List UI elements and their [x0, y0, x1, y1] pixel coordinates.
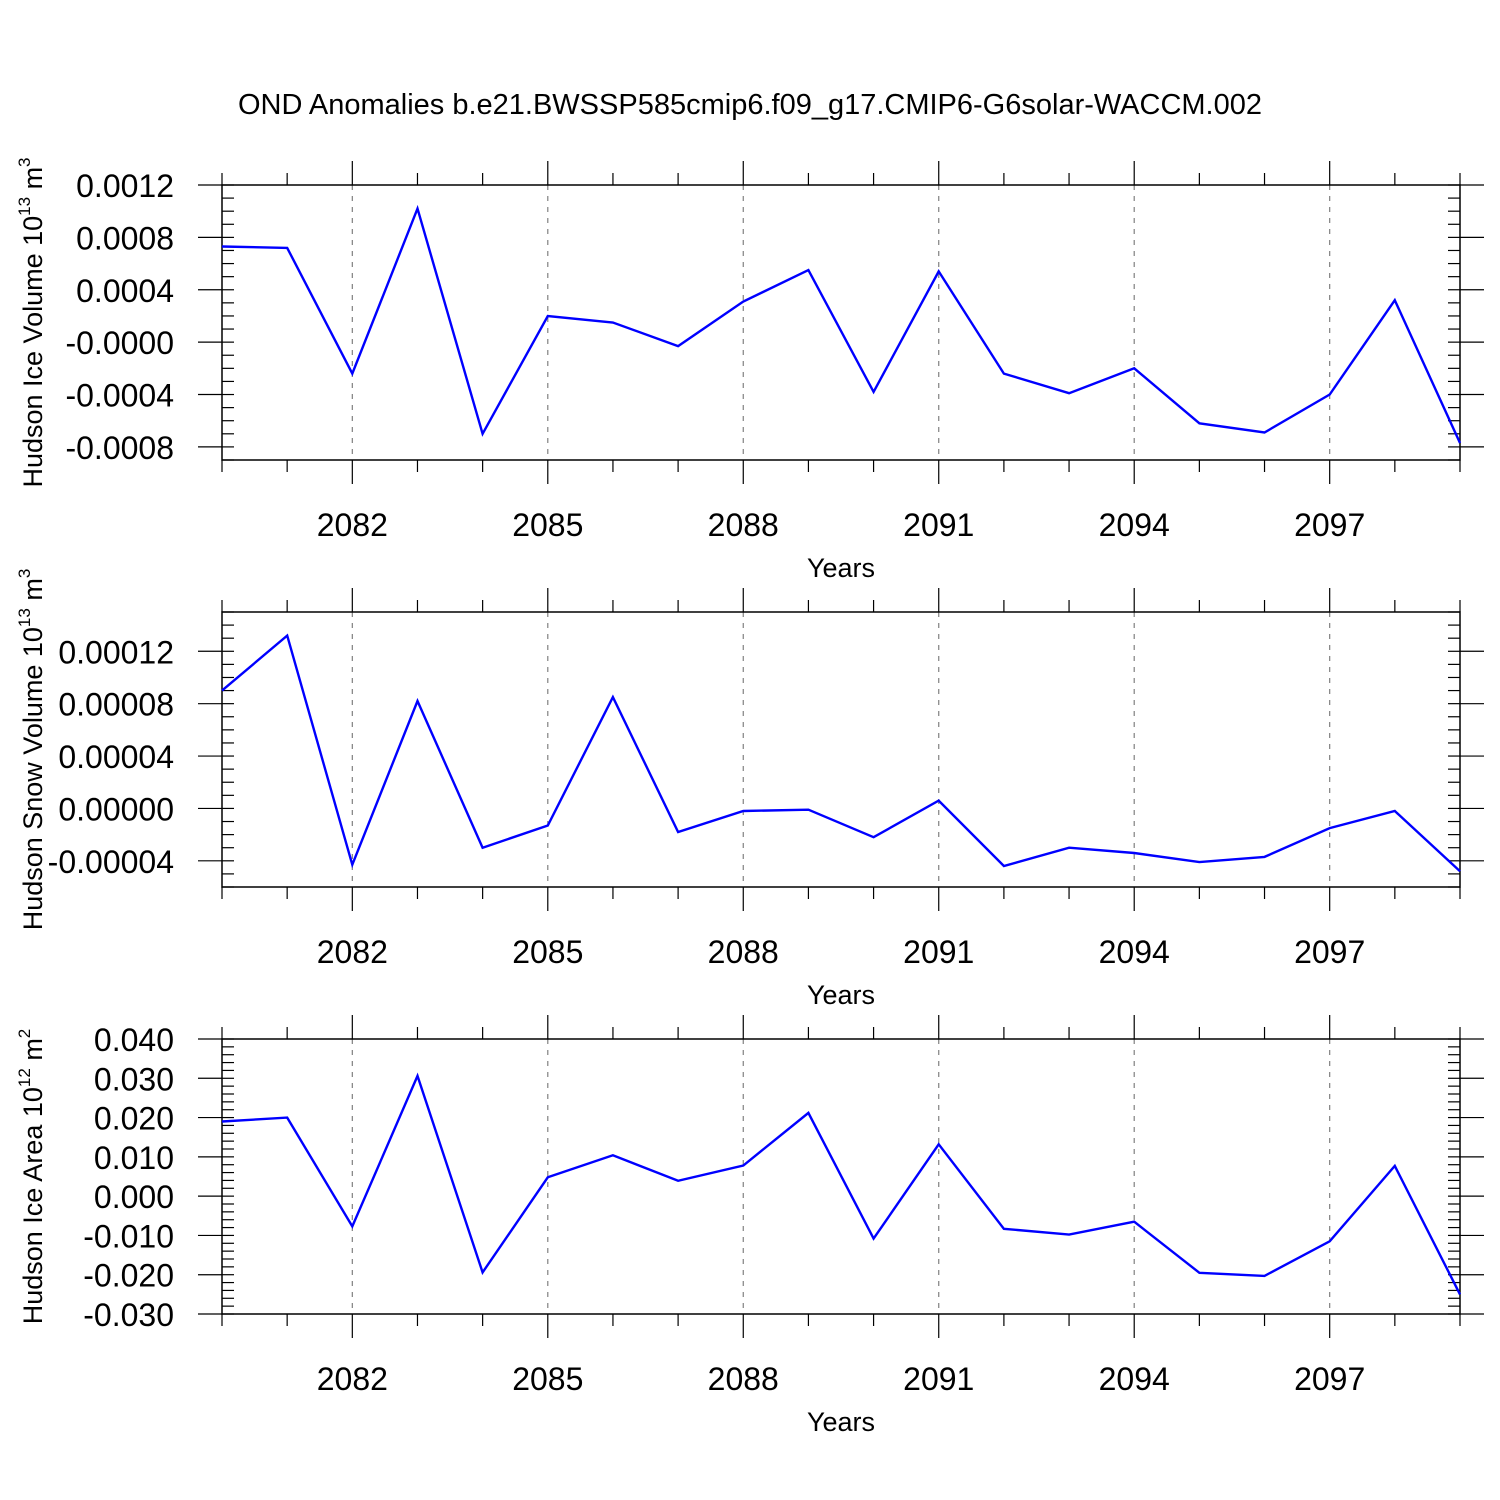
chart-panel-1: 0.0012 0.0008 0.0004 -0.0000 -0.0004 -0.0008 2…: [15, 157, 1484, 583]
y-tick-label: 0.010: [94, 1140, 174, 1176]
x-tick-label: 2094: [1099, 1361, 1170, 1397]
y-axis-label-superscript: 2: [15, 1029, 34, 1038]
y-axis-label: Hudson Ice Volume 1013 m3: [15, 157, 48, 487]
y-axis-label: Hudson Snow Volume 1013 m3: [15, 569, 48, 931]
y-tick-label: -0.0008: [65, 430, 174, 466]
plot-frame: [221, 184, 1461, 461]
y-axis-label-superscript: 12: [15, 1068, 34, 1087]
y-tick-label: 0.0012: [76, 168, 174, 204]
y-axis-label-text: m: [18, 1038, 48, 1068]
y-axis-label-text: Hudson Ice Area 10: [18, 1087, 48, 1324]
y-tick-label: 0.000: [94, 1179, 174, 1215]
y-axis-label-text: m: [18, 167, 48, 197]
x-tick-label: 2097: [1294, 507, 1365, 543]
y-tick-label: 0.030: [94, 1061, 174, 1097]
x-tick-label: 2091: [903, 507, 974, 543]
x-tick-label: 2085: [512, 934, 583, 970]
y-axis-label: Hudson Ice Area 1012 m2: [15, 1029, 48, 1325]
x-tick-label: 2091: [903, 1361, 974, 1397]
series-line: [221, 204, 1462, 444]
y-tick-label: 0.00000: [58, 791, 174, 827]
y-tick-label: 0.0008: [76, 220, 174, 256]
x-tick-label: 2091: [903, 934, 974, 970]
y-tick-label: -0.010: [83, 1218, 174, 1254]
x-tick-label: 2088: [708, 507, 779, 543]
plot-frame: [221, 611, 1461, 888]
x-tick-label: 2085: [512, 507, 583, 543]
y-axis-label-text: Hudson Snow Volume 10: [18, 627, 48, 930]
plot-frame: [221, 1038, 1461, 1315]
y-axis-label-text: Hudson Ice Volume 10: [18, 216, 48, 488]
y-axis-label-superscript: 13: [15, 608, 34, 627]
y-tick-label: -0.0004: [65, 378, 174, 414]
x-tick-label: 2094: [1099, 934, 1170, 970]
series-line: [221, 633, 1461, 873]
x-tick-label: 2082: [317, 507, 388, 543]
chart-panel-2: 0.00012 0.00008 0.00004 0.00000 -0.00004 2082…: [15, 569, 1484, 1010]
x-tick-label: 2094: [1099, 507, 1170, 543]
x-axis-label: Years: [807, 980, 875, 1010]
y-tick-label: -0.020: [83, 1258, 174, 1294]
x-tick-label: 2097: [1294, 934, 1365, 970]
x-tick-label: 2088: [708, 934, 779, 970]
y-tick-label: -0.0000: [65, 325, 174, 361]
series-line: [221, 1072, 1462, 1295]
y-tick-label: 0.0004: [76, 273, 174, 309]
x-axis-label: Years: [807, 553, 875, 583]
x-tick-label: 2082: [317, 934, 388, 970]
y-axis-label-superscript: 3: [15, 157, 34, 166]
chart-title: OND Anomalies b.e21.BWSSP585cmip6.f09_g1…: [238, 89, 1262, 121]
panels: 0.0012 0.0008 0.0004 -0.0000 -0.0004 -0.0008 2…: [15, 157, 1484, 1437]
x-tick-label: 2085: [512, 1361, 583, 1397]
y-axis-label-superscript: 13: [15, 197, 34, 216]
y-tick-label: -0.030: [83, 1297, 174, 1333]
x-tick-label: 2097: [1294, 1361, 1365, 1397]
y-tick-label: 0.00008: [58, 687, 174, 723]
y-tick-label: 0.00012: [58, 634, 174, 670]
x-axis-label: Years: [807, 1407, 875, 1437]
x-tick-label: 2088: [708, 1361, 779, 1397]
y-axis-label-text: m: [18, 578, 48, 608]
y-tick-label: 0.020: [94, 1101, 174, 1137]
y-tick-label: 0.040: [94, 1022, 174, 1058]
y-axis-label-superscript: 3: [15, 569, 34, 578]
y-tick-label: -0.00004: [48, 844, 174, 880]
x-tick-label: 2082: [317, 1361, 388, 1397]
y-tick-label: 0.00004: [58, 739, 174, 775]
